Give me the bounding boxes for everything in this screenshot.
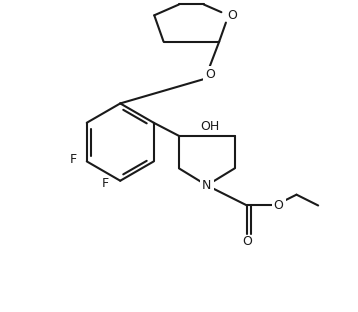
Text: OH: OH xyxy=(200,120,219,133)
Text: O: O xyxy=(274,199,284,212)
Text: F: F xyxy=(69,154,76,166)
Text: O: O xyxy=(242,235,252,247)
Text: O: O xyxy=(205,68,215,81)
Text: O: O xyxy=(227,9,237,22)
Text: F: F xyxy=(102,177,109,190)
Text: N: N xyxy=(202,179,212,192)
